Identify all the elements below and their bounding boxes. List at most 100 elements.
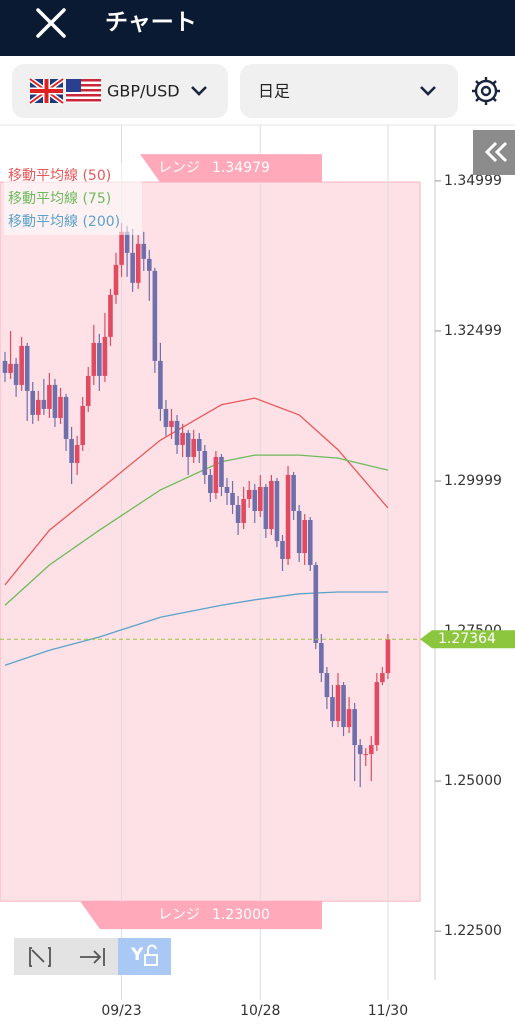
candle-body <box>85 375 91 406</box>
candle-body <box>196 438 202 451</box>
candle-body <box>357 745 363 755</box>
candle-body <box>319 643 324 674</box>
candle-body <box>135 243 141 283</box>
candle-body <box>119 231 124 265</box>
svg-text:Y: Y <box>130 945 144 965</box>
candle-body <box>230 492 235 505</box>
candle-body <box>163 408 169 427</box>
close-button[interactable] <box>36 8 66 38</box>
candle-body <box>369 745 374 755</box>
candle-body <box>302 519 307 554</box>
collapse-button[interactable] <box>473 130 515 175</box>
candle-body <box>224 486 230 493</box>
latest-button[interactable] <box>66 938 118 975</box>
pair-select[interactable]: GBP/USD <box>12 64 228 118</box>
candle-body <box>258 486 263 511</box>
current-price-label: 1.27364 <box>438 631 496 647</box>
candle-body <box>97 342 102 376</box>
candle-body <box>30 390 36 415</box>
candle-body <box>91 342 97 376</box>
candle-body <box>52 384 58 418</box>
candle-body <box>208 474 213 493</box>
candle-body <box>202 450 208 475</box>
range-tag-value: 1.34979 <box>212 160 270 176</box>
range-shade <box>0 181 421 902</box>
candle-body <box>47 384 52 409</box>
candle-body <box>180 432 185 445</box>
y-tick-label: 1.22500 <box>444 923 502 939</box>
candle-body <box>374 682 380 746</box>
candle-body <box>313 565 319 644</box>
range-tag <box>80 901 322 930</box>
current-price-tag <box>420 630 515 649</box>
candle-body <box>13 363 19 385</box>
ma-line <box>4 591 388 666</box>
candle-body <box>363 754 369 756</box>
candle-body <box>8 363 13 373</box>
candle-body <box>385 639 391 674</box>
candle-body <box>191 438 196 457</box>
candle-body <box>213 456 219 493</box>
candle-body <box>246 489 252 499</box>
timeframe-label: 日足 <box>258 82 290 101</box>
candle-body <box>102 336 108 376</box>
y-tick-label: 1.34999 <box>444 173 502 189</box>
range-tag-label: レンジ <box>158 907 200 923</box>
candle-body <box>174 420 180 445</box>
y-tick-label: 1.29999 <box>444 473 502 489</box>
x-tick-label: 09/23 <box>101 1003 141 1019</box>
candle-body <box>185 432 191 457</box>
range-tag-label: レンジ <box>158 160 200 176</box>
pair-label: GBP/USD <box>107 82 180 101</box>
candle-body <box>263 486 269 529</box>
candle-body <box>330 697 335 722</box>
settings-button[interactable] <box>472 77 500 105</box>
candle-body <box>141 243 147 259</box>
candle-body <box>2 360 8 373</box>
lock-button[interactable]: Y <box>118 938 171 975</box>
fit-button[interactable] <box>14 938 66 975</box>
candle-body <box>252 489 258 511</box>
candle-body <box>274 480 280 541</box>
candle-body <box>269 480 274 529</box>
candle-body <box>36 399 41 415</box>
candle-body <box>296 510 302 554</box>
candle-body <box>24 345 30 391</box>
candle-body <box>74 444 80 463</box>
x-tick-label: 10/28 <box>240 1003 280 1019</box>
candle-body <box>113 264 119 295</box>
candle-body <box>108 294 113 337</box>
range-tag <box>140 154 322 183</box>
bottom-tools: Y <box>14 938 171 975</box>
y-tick-label: 1.25000 <box>444 773 502 789</box>
candle-body <box>80 405 85 445</box>
candle-body <box>169 420 174 427</box>
candle-body <box>380 673 385 683</box>
candle-body <box>307 519 313 566</box>
ma-line <box>4 397 389 586</box>
candle-body <box>69 438 74 463</box>
candle-body <box>280 540 285 560</box>
candle-body <box>58 396 63 418</box>
legend-entry: 移動平均線 (200) <box>8 214 120 230</box>
candle-body <box>41 399 47 409</box>
candle-body <box>291 474 296 511</box>
candle-body <box>130 252 135 283</box>
candle-body <box>158 360 163 409</box>
timeframe-select[interactable]: 日足 <box>240 64 458 118</box>
legend-entry: 移動平均線 (50) <box>8 168 111 184</box>
candle-body <box>235 504 241 523</box>
legend-bg <box>4 163 142 235</box>
candle-body <box>152 270 158 361</box>
candle-body <box>346 709 352 728</box>
legend-entry: 移動平均線 (75) <box>8 191 111 207</box>
header-bar <box>0 0 515 56</box>
candle-body <box>63 396 69 439</box>
candle-body <box>147 258 152 271</box>
candle-body <box>352 709 357 746</box>
candle-body <box>341 685 346 728</box>
candle-body <box>285 474 291 560</box>
y-tick-label: 1.32499 <box>444 323 502 339</box>
